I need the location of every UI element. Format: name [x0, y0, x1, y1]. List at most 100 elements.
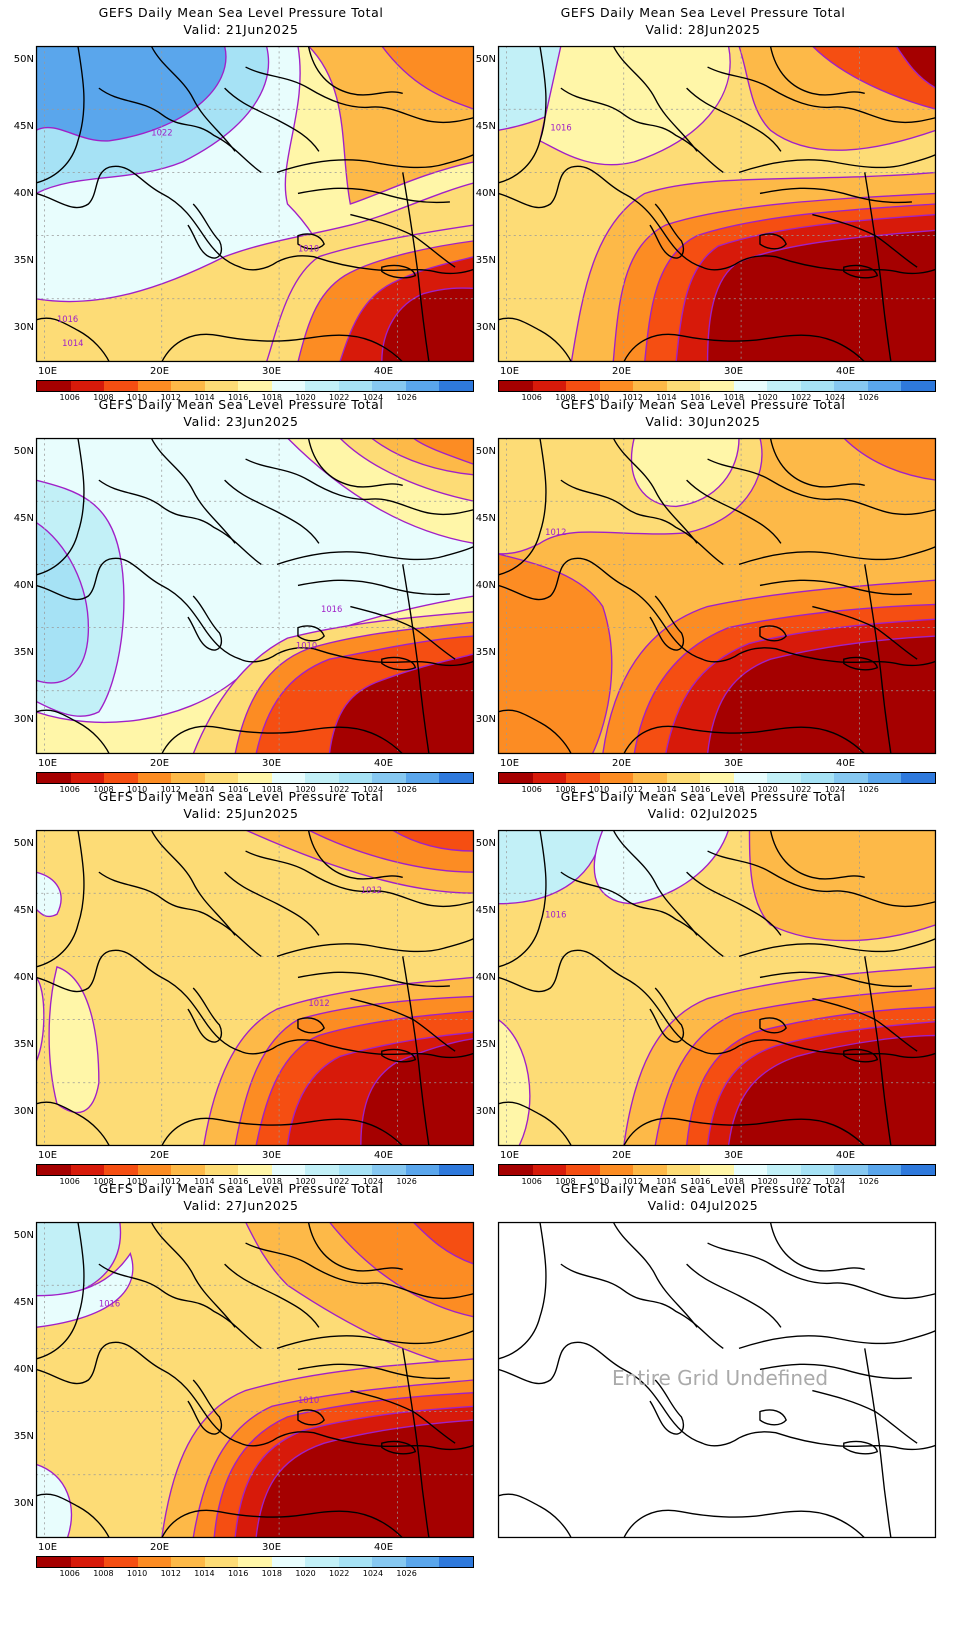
contour-label: 1012	[361, 885, 382, 895]
lon-tick-label: 30E	[724, 758, 744, 769]
coastline	[623, 725, 866, 754]
lat-tick-label: 30N	[13, 322, 34, 333]
lat-tick-label: 50N	[13, 54, 34, 65]
coastline	[738, 1039, 936, 1059]
colorbar-swatch	[566, 773, 600, 783]
colorbar-swatch	[633, 1165, 667, 1175]
colorbar-swatch	[405, 1165, 440, 1175]
lon-tick-label: 20E	[150, 366, 170, 377]
colorbar-label: 1020	[295, 393, 316, 402]
coastline	[150, 830, 236, 936]
contour-label: 1022	[151, 128, 172, 138]
colorbar-swatch	[204, 1165, 239, 1175]
map-panel: GEFS Daily Mean Sea Level Pressure Total…	[0, 392, 482, 802]
coastline	[187, 203, 223, 259]
coastline	[498, 949, 740, 1055]
coastline	[187, 595, 223, 651]
colorbar-label: 1018	[723, 393, 745, 402]
colorbar-label: 1014	[194, 1569, 215, 1578]
coastline	[297, 1017, 325, 1034]
colorbar-swatch	[37, 1165, 71, 1175]
coastline	[276, 1329, 474, 1350]
coastline	[161, 1509, 404, 1538]
coastline	[707, 1242, 936, 1300]
colorbar-label: 1022	[329, 393, 350, 402]
pressure-band	[706, 635, 936, 754]
colorbar-label: 1010	[126, 785, 148, 794]
colorbar-label: 1006	[521, 393, 542, 402]
lat-tick-label: 50N	[475, 838, 496, 849]
panel-valid-date: Valid: 02Jul2025	[647, 806, 759, 821]
colorbar-swatch	[70, 1165, 105, 1175]
contour-label: 1012	[308, 998, 329, 1008]
colorbar-label: 1016	[689, 1177, 711, 1186]
coastline	[36, 709, 110, 754]
colorbar-swatch	[305, 773, 339, 783]
coastline	[36, 1341, 278, 1447]
coastline	[864, 956, 892, 1146]
colorbar-swatch	[901, 773, 935, 783]
colorbar-swatch	[171, 1557, 205, 1567]
coastline	[498, 317, 572, 362]
colorbar-label: 1026	[396, 1569, 417, 1578]
colorbar	[36, 1164, 474, 1176]
coastline	[297, 971, 450, 988]
pressure-band	[48, 966, 100, 1114]
lat-tick-label: 40N	[475, 972, 496, 983]
panel-title: GEFS Daily Mean Sea Level Pressure Total	[560, 5, 846, 20]
coastline	[498, 557, 740, 663]
lat-tick-label: 40N	[13, 1364, 34, 1375]
colorbar-label: 1016	[689, 393, 711, 402]
colorbar-swatch	[700, 1165, 734, 1175]
colorbar-swatch	[37, 1557, 71, 1567]
colorbar-label: 1020	[757, 1177, 778, 1186]
colorbar-swatch	[499, 381, 533, 391]
colorbar-label: 1022	[791, 785, 812, 794]
colorbar-swatch	[37, 773, 71, 783]
colorbar-label: 1022	[329, 1569, 350, 1578]
pressure-band	[328, 653, 474, 754]
lon-tick-label: 20E	[150, 1150, 170, 1161]
colorbar-label: 1014	[194, 785, 215, 794]
panel-title: GEFS Daily Mean Sea Level Pressure Total	[98, 1181, 384, 1196]
colorbar-label: 1012	[622, 1177, 643, 1186]
colorbar-swatch	[305, 381, 339, 391]
colorbar-swatch	[834, 773, 868, 783]
coastline	[245, 850, 474, 908]
contour-label: 1016	[545, 909, 566, 919]
coastline	[498, 46, 547, 184]
colorbar-swatch	[204, 381, 239, 391]
coastline	[759, 1017, 787, 1034]
map-panel: GEFS Daily Mean Sea Level Pressure Total…	[462, 0, 944, 410]
pressure-map	[497, 1221, 937, 1539]
coastline	[686, 1263, 782, 1328]
coastline	[707, 66, 936, 124]
panel-title: GEFS Daily Mean Sea Level Pressure Total	[560, 1181, 846, 1196]
lon-tick-label: 40E	[374, 758, 394, 769]
colorbar-swatch	[666, 381, 701, 391]
coastline	[36, 1493, 110, 1538]
coastline	[161, 333, 404, 362]
colorbar-swatch	[372, 381, 406, 391]
colorbar-label: 1008	[93, 1569, 114, 1578]
contour-label: 1016	[321, 604, 342, 614]
colorbar-label: 1008	[93, 785, 114, 794]
lat-tick-label: 30N	[475, 1106, 496, 1117]
colorbar-label: 1018	[261, 393, 283, 402]
coastline	[98, 87, 262, 173]
colorbar	[36, 380, 474, 392]
colorbar-label: 1008	[93, 1177, 114, 1186]
colorbar-label: 1006	[521, 1177, 542, 1186]
coastline	[307, 830, 403, 880]
coastline	[276, 153, 474, 174]
coastline	[276, 1039, 474, 1059]
colorbar-label: 1018	[723, 1177, 745, 1186]
colorbar-label: 1024	[824, 1177, 846, 1186]
colorbar-swatch	[70, 381, 105, 391]
lat-tick-label: 30N	[13, 714, 34, 725]
colorbar-label: 1018	[261, 1569, 283, 1578]
coastline	[769, 46, 865, 96]
contour-label: 1014	[62, 338, 83, 348]
pressure-map: 1022 1010 1016 1014	[35, 45, 475, 363]
colorbar-label: 1016	[689, 785, 711, 794]
